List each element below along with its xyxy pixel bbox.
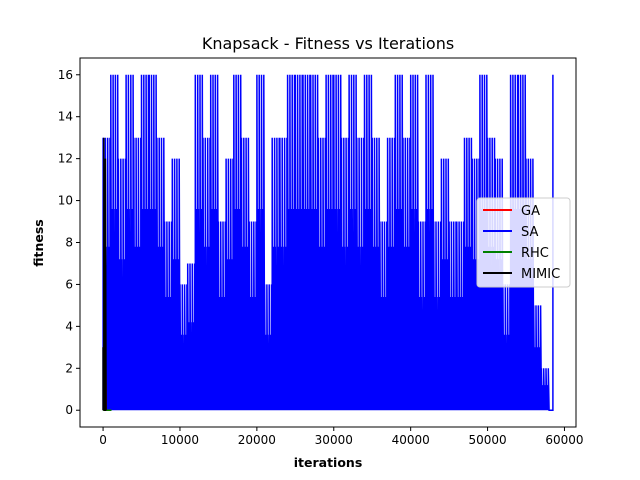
y-axis-ticks: 0 2 4 6 8 10 12 14 16 xyxy=(58,68,80,417)
legend-items: GA SA RHC MIMIC xyxy=(483,204,560,282)
y-tick-label: 12 xyxy=(58,152,73,166)
x-tick-label: 10000 xyxy=(161,433,199,447)
x-axis-ticks: 0 10000 20000 30000 40000 50000 60000 xyxy=(99,427,584,447)
y-tick-label: 6 xyxy=(65,277,73,291)
x-tick-label: 30000 xyxy=(315,433,353,447)
legend-label-sa: SA xyxy=(521,225,538,240)
legend-label-rhc: RHC xyxy=(521,246,549,261)
y-tick-label: 2 xyxy=(65,361,73,375)
series-line-mimic xyxy=(102,137,107,411)
y-tick-label: 4 xyxy=(65,319,73,333)
y-tick-label: 16 xyxy=(58,68,73,82)
x-tick-label: 50000 xyxy=(468,433,506,447)
legend: GA SA RHC MIMIC xyxy=(476,197,571,288)
y-tick-label: 8 xyxy=(65,236,73,250)
series-layer xyxy=(102,74,554,411)
legend-label-ga: GA xyxy=(521,204,540,219)
x-tick-label: 20000 xyxy=(238,433,276,447)
legend-label-mimic: MIMIC xyxy=(521,267,560,282)
series-line-sa xyxy=(102,74,554,411)
y-axis-label: fitness xyxy=(31,219,46,267)
x-tick-label: 40000 xyxy=(392,433,430,447)
x-tick-label: 60000 xyxy=(545,433,583,447)
chart-title: Knapsack - Fitness vs Iterations xyxy=(202,34,454,53)
x-axis-label: iterations xyxy=(294,455,363,470)
y-tick-label: 14 xyxy=(58,110,73,124)
x-tick-label: 0 xyxy=(99,433,107,447)
y-tick-label: 10 xyxy=(58,194,73,208)
legend-box xyxy=(476,197,571,288)
y-tick-label: 0 xyxy=(65,403,73,417)
